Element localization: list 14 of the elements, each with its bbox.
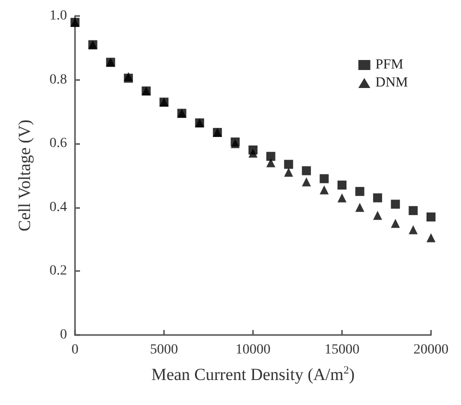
x-tick-label: 10000: [236, 342, 270, 358]
y-axis-title: Cell Voltage (V): [15, 120, 34, 232]
y-tick-label: 0.2: [50, 264, 67, 279]
y-tick-label: 0.6: [50, 136, 67, 152]
legend-label: PFM: [375, 58, 404, 72]
y-tick-label: 0: [60, 328, 67, 342]
legend-label: DNM: [375, 76, 409, 90]
y-tick-label: 0.4: [50, 200, 67, 215]
x-tick-label: 5000: [150, 342, 178, 358]
x-tick-label: 20000: [414, 342, 448, 358]
x-tick-label: 0: [72, 342, 78, 358]
y-tick-label: 0.8: [50, 72, 67, 88]
x-tick-label: 15000: [324, 342, 360, 358]
y-tick-label: 1.0: [50, 8, 67, 24]
